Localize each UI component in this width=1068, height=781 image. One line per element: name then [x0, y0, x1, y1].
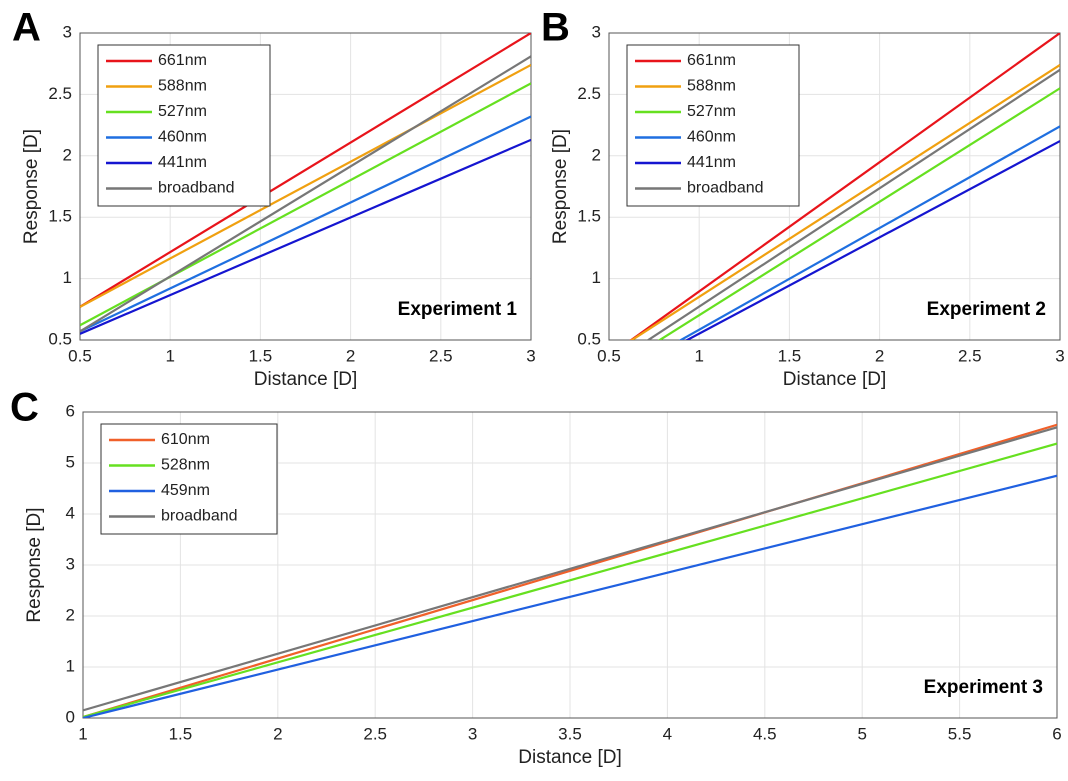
y-tick-label: 0 — [66, 707, 75, 726]
x-tick-label: 1.5 — [778, 346, 802, 365]
legend-box — [626, 44, 800, 207]
y-tick-label: 6 — [66, 401, 75, 420]
y-tick-label: 3 — [63, 22, 72, 41]
y-tick-label: 5 — [66, 452, 75, 471]
y-tick-label: 1 — [592, 268, 601, 287]
y-tick-label: 1 — [63, 268, 72, 287]
series-line — [83, 474, 1057, 718]
x-tick-label: 2.5 — [429, 346, 453, 365]
x-tick-label: 5 — [857, 724, 866, 743]
lines — [629, 33, 1060, 340]
series-line — [80, 33, 531, 308]
x-tick-label: 5.5 — [948, 724, 972, 743]
y-tick-label: 2 — [66, 605, 75, 624]
y-tick-label: 0.5 — [577, 329, 601, 348]
legend-label: 610nm — [161, 431, 210, 448]
x-tick-label: 1 — [694, 346, 703, 365]
y-tick-label: 2 — [592, 145, 601, 164]
x-tick-label: 0.5 — [597, 346, 621, 365]
y-axis-label: Response [D] — [24, 507, 45, 622]
panel: B 0.5 1 1.5 2 2.5 3 0.5 1 1.5 2 2.5 3 Distance [D] Res… — [541, 6, 1065, 390]
legend-label: 441nm — [158, 154, 207, 171]
y-tick-label: 3 — [66, 554, 75, 573]
y-tick-label: 3 — [592, 22, 601, 41]
legend-label: 661nm — [158, 52, 207, 69]
series-line — [629, 64, 1060, 340]
x-tick-label: 1.5 — [169, 724, 193, 743]
legend-label: 527nm — [687, 103, 736, 120]
series-line — [80, 63, 531, 308]
y-tick-label: 1.5 — [48, 207, 72, 226]
x-tick-label: 6 — [1052, 724, 1061, 743]
series-line — [83, 426, 1057, 712]
y-tick-label: 4 — [66, 503, 75, 522]
legend-label: 661nm — [687, 52, 736, 69]
panel-letter: C — [10, 386, 39, 430]
series-line — [80, 138, 531, 335]
x-axis-label: Distance [D] — [518, 747, 621, 768]
x-tick-label: 2.5 — [958, 346, 982, 365]
y-tick-label: 2.5 — [577, 84, 601, 103]
series-line — [657, 87, 1060, 340]
x-tick-label: 1 — [78, 724, 87, 743]
y-tick-label: 1.5 — [577, 207, 601, 226]
series-line — [83, 442, 1057, 718]
legend-label: broadband — [687, 180, 764, 197]
y-axis-label: Response [D] — [550, 129, 571, 244]
legend-label: broadband — [158, 180, 235, 197]
series-line — [684, 140, 1060, 340]
x-tick-label: 3 — [468, 724, 477, 743]
y-axis-label: Response [D] — [21, 129, 42, 244]
series-line — [646, 68, 1060, 340]
x-tick-label: 1.5 — [249, 346, 273, 365]
x-tick-label: 1 — [165, 346, 174, 365]
x-tick-label: 4.5 — [753, 724, 777, 743]
legend-label: 588nm — [158, 78, 207, 95]
legend-label: 459nm — [161, 482, 210, 499]
y-tick-label: 2 — [63, 145, 72, 164]
series-line — [80, 55, 531, 333]
panel-letter: A — [12, 6, 41, 50]
annotation: Experiment 2 — [927, 299, 1046, 320]
x-tick-label: 3 — [1055, 346, 1064, 365]
legend-box — [97, 44, 271, 207]
x-tick-label: 2 — [273, 724, 282, 743]
x-tick-label: 3 — [526, 346, 535, 365]
x-tick-label: 2 — [875, 346, 884, 365]
panel-letter: B — [541, 6, 570, 50]
panel: A 0.5 1 1.5 2 2.5 3 0.5 1 1.5 2 2.5 3 Distance [D] Res… — [12, 6, 536, 390]
x-tick-label: 2 — [346, 346, 355, 365]
annotation: Experiment 3 — [924, 677, 1043, 698]
y-tick-label: 0.5 — [48, 329, 72, 348]
lines — [83, 423, 1057, 718]
legend-label: 527nm — [158, 103, 207, 120]
x-tick-label: 4 — [663, 724, 672, 743]
x-tick-label: 2.5 — [363, 724, 387, 743]
y-tick-label: 2.5 — [48, 84, 72, 103]
axes-box — [79, 32, 532, 341]
x-tick-label: 3.5 — [558, 724, 582, 743]
legend-label: 460nm — [687, 129, 736, 146]
axes-box — [608, 32, 1061, 341]
legend-label: 588nm — [687, 78, 736, 95]
series-line — [629, 33, 1060, 340]
legend-label: 460nm — [158, 129, 207, 146]
x-axis-label: Distance [D] — [783, 369, 886, 390]
lines — [80, 33, 531, 335]
y-tick-label: 1 — [66, 656, 75, 675]
legend-label: 528nm — [161, 457, 210, 474]
x-tick-label: 0.5 — [68, 346, 92, 365]
x-axis-label: Distance [D] — [254, 369, 357, 390]
series-line — [678, 125, 1060, 340]
axes-box — [82, 411, 1058, 719]
series-line — [80, 115, 531, 333]
annotation: Experiment 1 — [398, 299, 518, 320]
legend-label: 441nm — [687, 154, 736, 171]
legend-label: broadband — [161, 508, 238, 525]
